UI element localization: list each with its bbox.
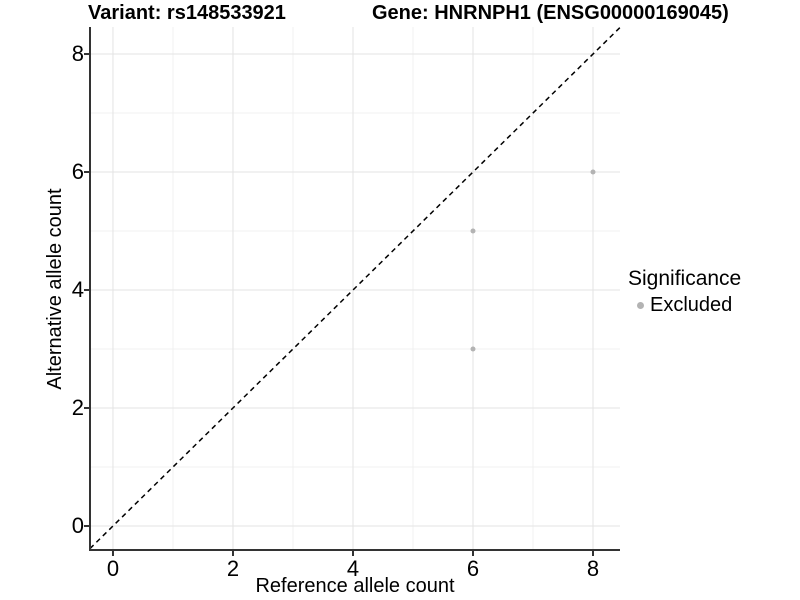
- y-tick-label: 6: [71, 159, 84, 184]
- x-tick-label: 8: [586, 556, 600, 581]
- legend: Significance Excluded: [628, 266, 741, 317]
- y-tick-label: 0: [71, 512, 84, 538]
- y-tick-label: 8: [71, 41, 84, 67]
- data-point: [590, 169, 596, 175]
- x-tick-label: 6: [466, 556, 480, 581]
- data-point: [470, 228, 476, 234]
- x-tick-label: 2: [226, 556, 240, 581]
- identity-dashed-line: [89, 26, 621, 550]
- variant-title: Variant: rs148533921: [88, 2, 286, 24]
- gene-title: Gene: HNRNPH1 (ENSG00000169045): [372, 2, 729, 24]
- legend-item-label: Excluded: [650, 294, 733, 316]
- x-axis-title: Reference allele count: [255, 575, 455, 597]
- legend-item-excluded: Excluded: [628, 293, 741, 317]
- excluded-point-icon: [637, 301, 644, 309]
- y-tick-label: 4: [71, 277, 84, 302]
- data-point: [470, 346, 476, 352]
- x-tick-label: 4: [346, 556, 360, 581]
- legend-title: Significance: [628, 267, 742, 290]
- x-tick-label: 0: [106, 556, 120, 581]
- y-tick-label: 2: [71, 394, 84, 420]
